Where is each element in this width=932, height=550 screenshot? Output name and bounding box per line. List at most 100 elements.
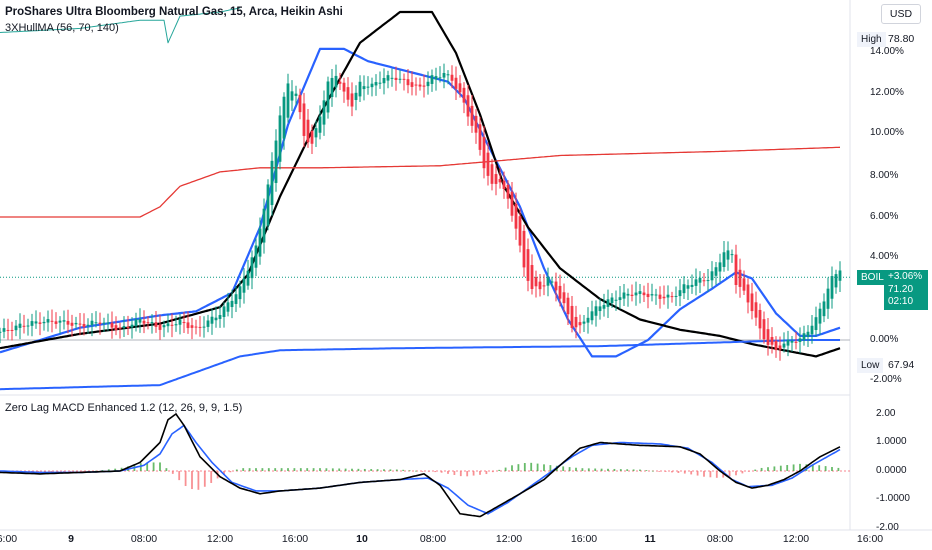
candle-body [90,320,94,326]
histogram-bar [453,471,456,475]
price-change: +3.06% [888,271,923,282]
candle-body [166,323,170,327]
candle-body [82,323,86,328]
y-tick-label: 6.00% [870,211,899,222]
candle-body [394,77,398,80]
candle-body [502,180,506,190]
histogram-bar [472,471,475,476]
histogram-bar [267,468,270,471]
candle-body [414,84,418,86]
candle-body [798,338,802,342]
histogram-bar [376,469,379,471]
histogram-bar [498,469,501,471]
histogram-bar [645,470,648,471]
candle-body [686,285,690,289]
candle-body [174,324,178,326]
histogram-bar [447,471,449,474]
bar-countdown: 02:10 [888,296,914,307]
price-pane [0,7,842,391]
currency-button[interactable]: USD [881,4,921,24]
y-tick-label: 14.00% [870,46,904,57]
candle-body [662,296,666,299]
candle-body [214,317,218,321]
y-tick-label: -2.00% [870,374,902,385]
candle-body [246,270,250,286]
candle-body [50,320,54,322]
candle-body [678,290,682,297]
candle-body [810,325,814,335]
candle-body [222,306,226,317]
macd-tick-label: 1.0000 [876,436,907,447]
candle-body [142,320,146,324]
histogram-bar [799,463,801,471]
candle-body [0,331,2,333]
candle-body [254,245,258,268]
histogram-bar [658,471,661,472]
histogram-bar [575,467,577,471]
histogram-bar [671,471,673,473]
histogram-bar [491,471,494,473]
candle-body [314,128,318,138]
histogram-bar [837,467,840,471]
candle-body [562,292,566,304]
candle-body [470,105,474,126]
y-tick-label: 12.00% [870,87,904,98]
candle-body [310,130,314,144]
macd-indicator-label[interactable]: Zero Lag MACD Enhanced 1.2 (12, 26, 9, 9… [5,402,243,414]
histogram-bar [389,469,392,471]
candle-body [382,77,386,84]
candle-body [38,322,42,324]
candle-body [814,317,818,330]
histogram-bar [568,467,571,471]
candle-body [714,267,718,276]
histogram-bar [415,470,417,472]
upper-band-line [0,7,241,44]
candle-body [402,78,406,80]
histogram-bar [792,464,795,471]
candle-body [602,305,606,309]
candle-body [690,284,694,287]
y-tick-label: 4.00% [870,251,899,262]
candle-body [494,174,498,184]
hullma-indicator-label[interactable]: 3XHullMA (56, 70, 140) [5,22,119,34]
candle-body [654,294,658,296]
candle-body [478,124,482,150]
candle-body [598,306,602,312]
histogram-bar [747,471,750,472]
histogram-bar [779,465,782,471]
candle-body [262,208,266,243]
candle-body [258,228,262,257]
candle-body [726,250,730,260]
candle-body [486,152,490,176]
candle-body [294,93,298,96]
histogram-bar [171,471,174,474]
candle-body [542,285,546,287]
histogram-bar [485,471,488,475]
candle-body [806,331,810,337]
candle-body [182,322,186,324]
candle-body [826,288,830,309]
candle-body [658,294,662,299]
candle-body [466,95,470,117]
candle-body [790,341,794,343]
candle-body [734,254,738,286]
histogram-bar [235,469,238,471]
candle-body [794,341,798,343]
candle-body [614,299,618,301]
candle-body [786,339,790,346]
candle-body [126,326,130,328]
histogram-bar [811,464,814,471]
candle-body [426,81,430,87]
candle-body [590,311,594,321]
candle-body [130,324,134,328]
hull-mid-line [0,146,841,218]
candle-body [330,77,334,97]
candle-body [358,81,362,97]
histogram-bar [229,471,232,473]
x-tick-label: 16:00 [281,533,309,545]
candle-body [438,77,442,79]
candle-body [74,322,78,325]
candle-body [34,321,38,324]
candle-body [30,321,34,326]
